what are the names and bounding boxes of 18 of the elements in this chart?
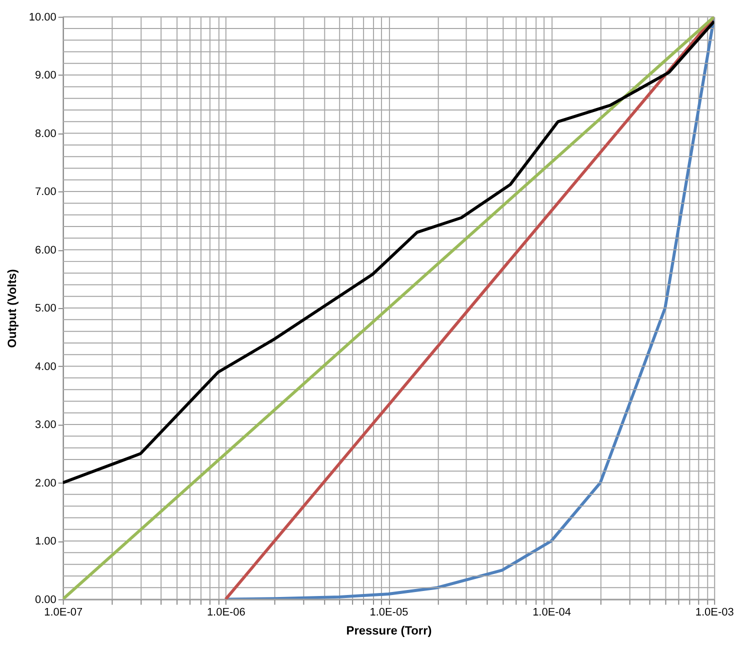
y-tick-label: 9.00 xyxy=(34,70,56,82)
x-tick-label: 1.0E-07 xyxy=(44,606,83,619)
x-tick-label: 1.0E-03 xyxy=(695,606,734,619)
y-tick-label: 0.00 xyxy=(34,594,56,606)
y-tick-label: 4.00 xyxy=(34,360,56,373)
x-tick-label: 1.0E-05 xyxy=(370,606,408,619)
y-axis-title: Output (Volts) xyxy=(4,269,19,348)
x-tick-label: 1.0E-04 xyxy=(532,606,571,619)
y-tick-label: 5.00 xyxy=(34,302,56,315)
x-tick-label: 1.0E-06 xyxy=(206,606,246,619)
y-tick-label: 10.00 xyxy=(28,11,56,24)
x-axis-title: Pressure (Torr) xyxy=(346,624,432,638)
y-tick-label: 6.00 xyxy=(34,244,56,256)
y-tick-label: 7.00 xyxy=(34,186,56,198)
y-tick-label: 1.00 xyxy=(34,536,56,548)
y-tick-label: 2.00 xyxy=(34,477,56,490)
y-tick-label: 3.00 xyxy=(34,419,56,432)
y-tick-label: 8.00 xyxy=(34,128,56,140)
